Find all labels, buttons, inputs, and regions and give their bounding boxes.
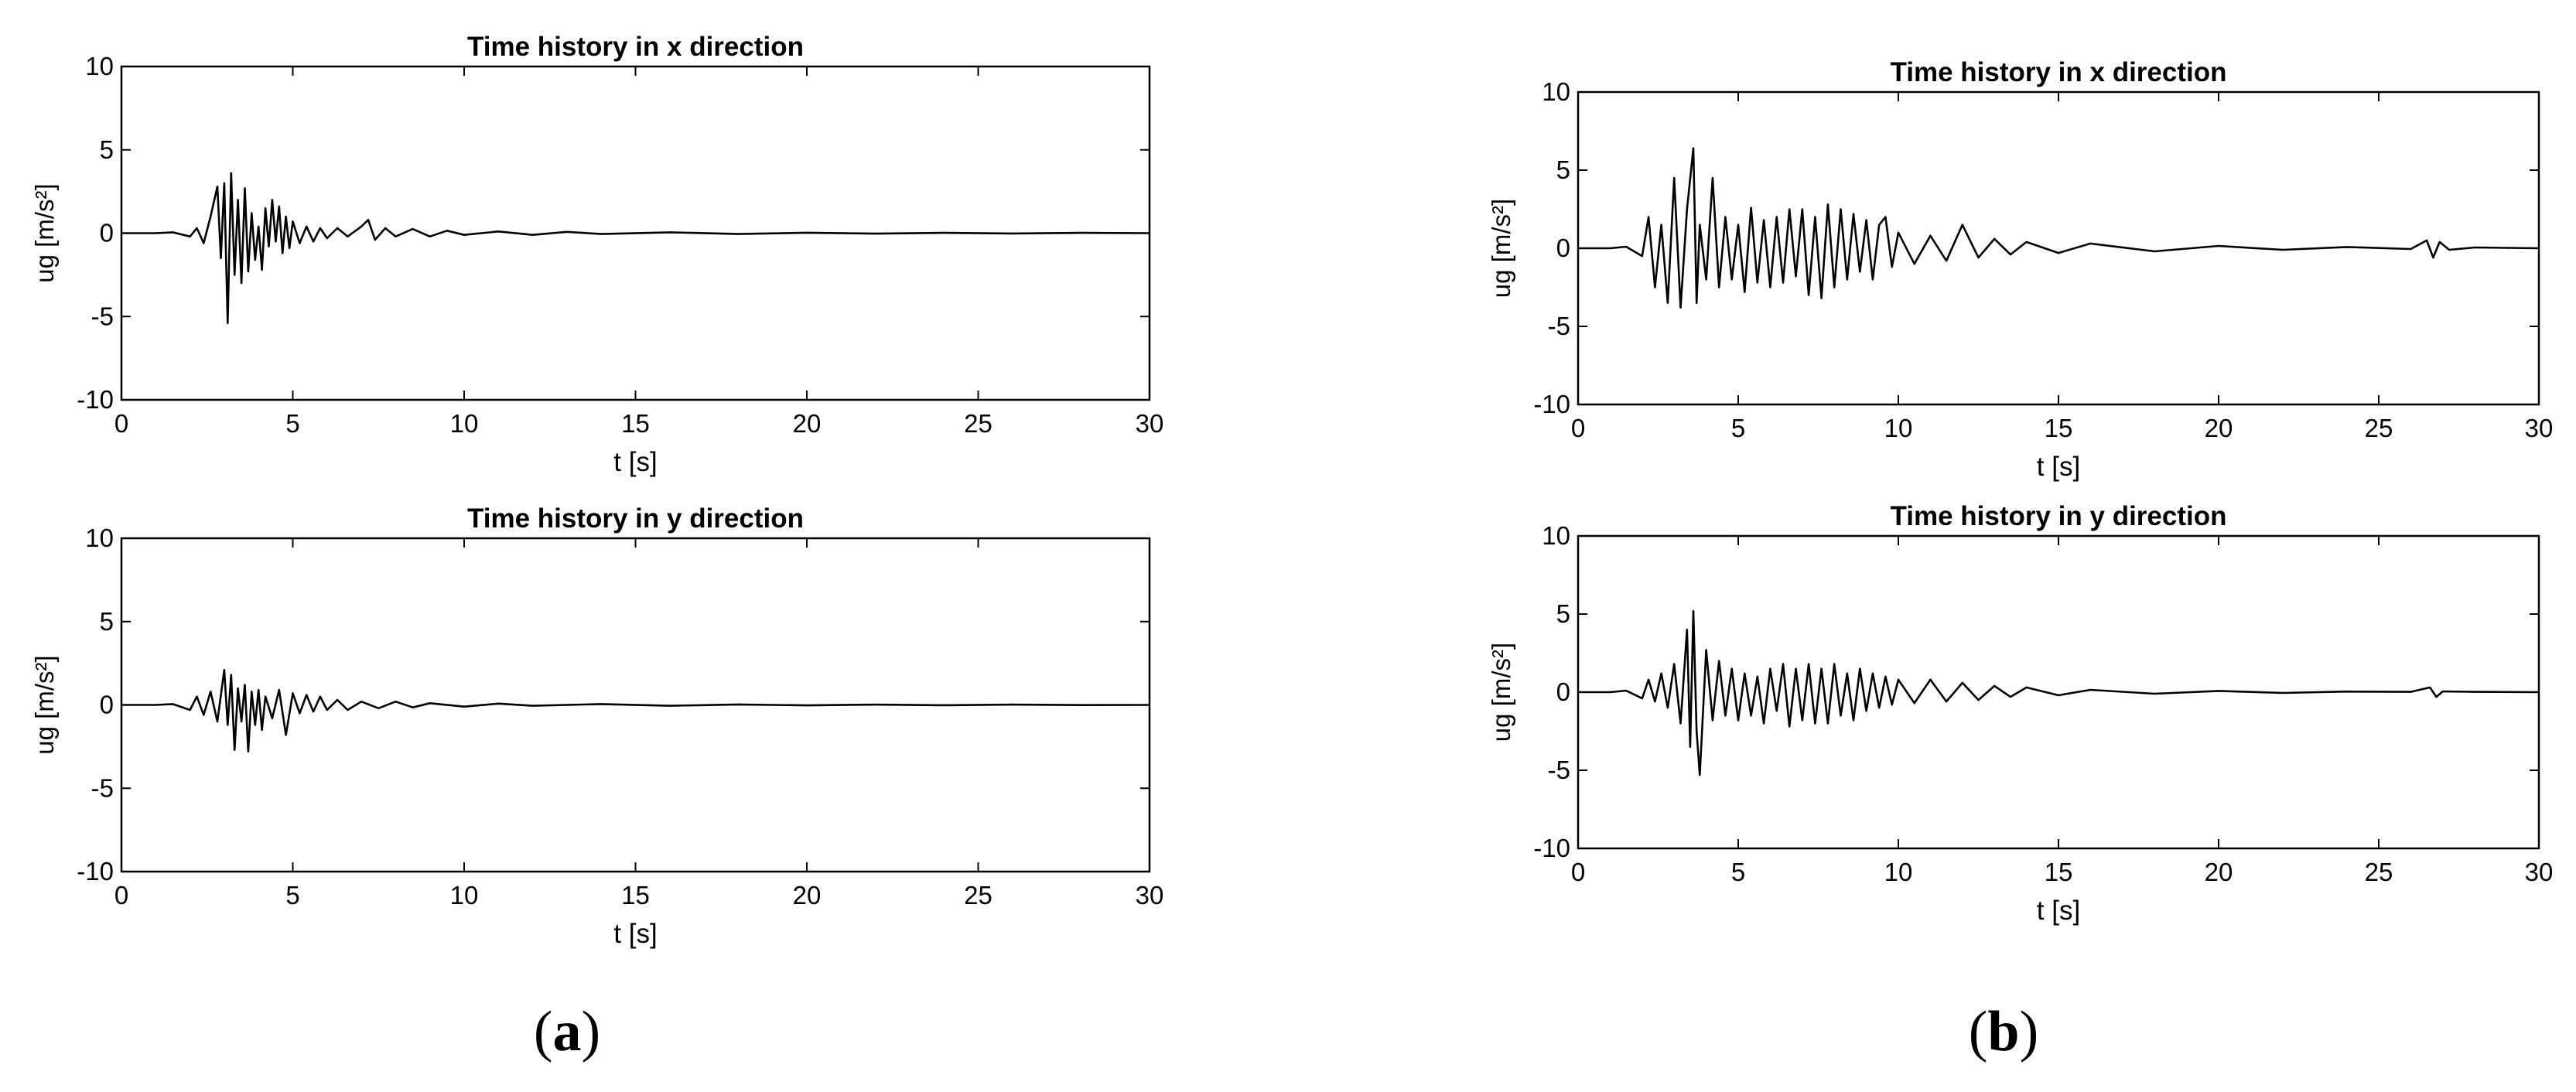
x-axis-label: t [s] [2037, 896, 2080, 926]
x-tick-label: 5 [1731, 858, 1745, 886]
y-axis-label: ug [m/s²] [30, 655, 59, 754]
x-tick-label: 5 [285, 409, 299, 438]
y-tick-label: 0 [1556, 677, 1570, 706]
x-tick-label: 30 [2525, 858, 2554, 886]
x-tick-label: 30 [1136, 409, 1164, 438]
x-tick-label: 15 [621, 409, 650, 438]
y-tick-label: -5 [91, 302, 114, 330]
y-tick-label: 5 [100, 135, 114, 164]
series-line [121, 668, 1150, 753]
y-tick-label: -10 [77, 385, 114, 414]
chart-title: Time history in y direction [1890, 501, 2226, 531]
y-tick-label: 5 [100, 607, 114, 636]
panel-label-a: (a) [534, 1000, 600, 1063]
series-line [1578, 147, 2540, 309]
x-tick-label: 0 [114, 409, 128, 438]
x-tick-label: 10 [450, 409, 479, 438]
y-tick-label: -5 [1548, 756, 1570, 784]
x-tick-label: 15 [2045, 414, 2073, 442]
y-tick-label: -10 [77, 857, 114, 886]
chart-b-3: 0 5 10 15 20 25 30 -10 -5 0 5 10 Time history in y d… [1487, 501, 2553, 926]
y-tick-label: 10 [1542, 521, 1570, 550]
panel-label-b: (b) [1969, 1000, 2038, 1063]
x-tick-label: 10 [1884, 414, 1913, 442]
y-tick-label: -10 [1533, 390, 1570, 418]
x-tick-label: 25 [964, 881, 992, 909]
y-tick-label: 10 [85, 524, 114, 552]
x-axis-label: t [s] [2037, 452, 2080, 482]
x-tick-label: 10 [450, 881, 479, 909]
y-tick-label: -5 [91, 773, 114, 802]
y-tick-label: 5 [1556, 155, 1570, 184]
x-tick-label: 5 [1731, 414, 1745, 442]
y-axis-label: ug [m/s²] [30, 183, 59, 282]
x-tick-label: 10 [1884, 858, 1913, 886]
series-line [121, 172, 1150, 325]
x-tick-label: 20 [793, 881, 822, 909]
x-axis-label: t [s] [613, 447, 657, 477]
series-line [1578, 609, 2540, 776]
y-tick-label: 10 [1542, 77, 1570, 106]
x-tick-label: 15 [621, 881, 650, 909]
y-tick-label: 5 [1556, 599, 1570, 628]
x-tick-label: 25 [2365, 414, 2393, 442]
x-tick-label: 25 [2365, 858, 2393, 886]
x-tick-label: 5 [285, 881, 299, 909]
x-tick-label: 30 [1136, 881, 1164, 909]
y-tick-label: -5 [1548, 312, 1570, 340]
charts-container: 0 5 10 15 20 25 30 -10 -5 0 5 10 Time history in x d… [30, 32, 2553, 949]
y-tick-label: 0 [100, 219, 114, 247]
y-axis-label: ug [m/s²] [1487, 199, 1515, 298]
x-axis-label: t [s] [613, 919, 657, 949]
chart-a-1: 0 5 10 15 20 25 30 -10 -5 0 5 10 Time history in y d… [30, 503, 1163, 949]
chart-title: Time history in y direction [467, 503, 804, 534]
x-tick-label: 20 [793, 409, 822, 438]
x-tick-label: 30 [2525, 414, 2554, 442]
x-tick-label: 20 [2205, 414, 2233, 442]
y-tick-label: 0 [1556, 234, 1570, 262]
y-axis-label: ug [m/s²] [1487, 643, 1515, 742]
y-tick-label: -10 [1533, 834, 1570, 862]
chart-title: Time history in x direction [1890, 57, 2226, 87]
x-tick-label: 15 [2045, 858, 2073, 886]
chart-b-2: 0 5 10 15 20 25 30 -10 -5 0 5 10 Time history in x d… [1487, 57, 2553, 482]
chart-title: Time history in x direction [467, 32, 804, 62]
x-tick-label: 25 [964, 409, 992, 438]
x-tick-label: 0 [114, 881, 128, 909]
y-tick-label: 10 [85, 52, 114, 80]
x-tick-label: 20 [2205, 858, 2233, 886]
x-tick-label: 0 [1571, 858, 1585, 886]
chart-a-0: 0 5 10 15 20 25 30 -10 -5 0 5 10 Time history in x d… [30, 32, 1163, 477]
x-tick-label: 0 [1571, 414, 1585, 442]
y-tick-label: 0 [100, 691, 114, 719]
